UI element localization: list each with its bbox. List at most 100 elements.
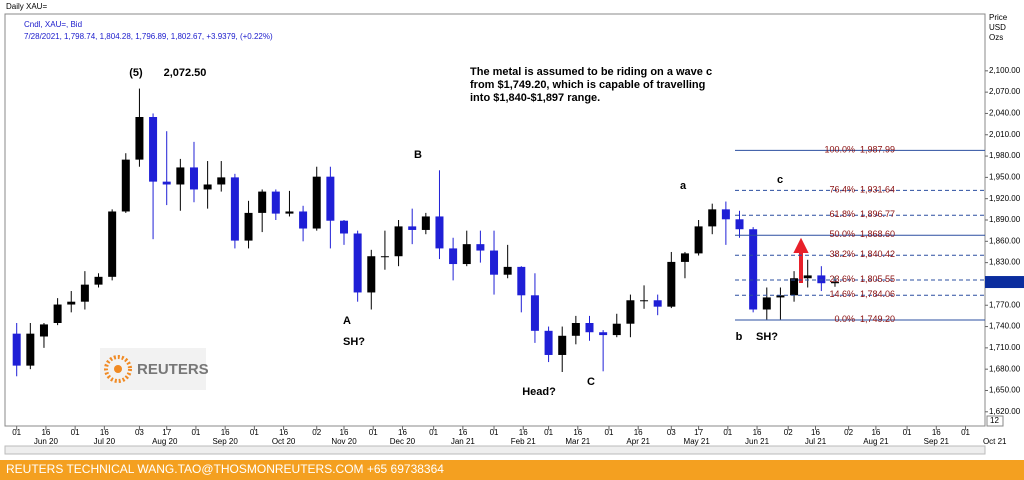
candle-body — [299, 211, 308, 229]
x-tick-label: 17 — [162, 428, 171, 437]
x-month-label: Apr 21 — [626, 437, 650, 446]
x-tick-label: 16 — [811, 428, 820, 437]
x-tick-label: 16 — [398, 428, 407, 437]
axis-page: 12 — [990, 416, 999, 425]
candle-body — [449, 248, 458, 265]
y-tick-label: 1,650.00 — [989, 386, 1021, 395]
y-tick-label: 1,830.00 — [989, 258, 1021, 267]
x-tick-label: 01 — [369, 428, 378, 437]
x-tick-label: 01 — [961, 428, 970, 437]
fib-level-label: 1,840.42 — [860, 249, 895, 259]
axis-title: Ozs — [989, 33, 1003, 42]
y-tick-label: 1,950.00 — [989, 172, 1021, 181]
candle-body — [476, 244, 485, 251]
candle-body — [39, 324, 48, 337]
candle-body — [12, 333, 21, 366]
fib-level-name: 23.6% — [829, 274, 855, 284]
annotation: (5) — [129, 67, 143, 79]
fib-level-name: 14.6% — [829, 289, 855, 299]
arrow — [793, 237, 809, 283]
candle-body — [380, 256, 389, 258]
x-month-label: Jan 21 — [451, 437, 476, 446]
candle-body — [271, 191, 280, 214]
fib-level-name: 100.0% — [824, 144, 855, 154]
fib-level-name: 0.0% — [834, 314, 855, 324]
annotation: SH? — [343, 336, 365, 348]
candle-body — [503, 266, 512, 275]
candle-body — [326, 176, 335, 221]
x-tick-label: 01 — [71, 428, 80, 437]
candle-body — [408, 226, 417, 230]
y-tick-label: 1,860.00 — [989, 236, 1021, 245]
x-tick-label: 16 — [221, 428, 230, 437]
x-month-label: Aug 21 — [863, 437, 889, 446]
candle-body — [108, 211, 117, 277]
fib-level-name: 50.0% — [829, 229, 855, 239]
annotation: A — [343, 315, 351, 327]
candle-body — [571, 323, 580, 336]
x-month-label: Feb 21 — [511, 437, 536, 446]
candle-body — [149, 117, 158, 182]
candle-body — [135, 117, 144, 160]
fib-level-name: 38.2% — [829, 249, 855, 259]
fib-level-label: 1,931.64 — [860, 184, 895, 194]
candle-body — [367, 256, 376, 293]
instrument: Cndl, XAU=, Bid — [24, 20, 82, 29]
x-tick-label: 02 — [784, 428, 793, 437]
page-title: Daily XAU= — [6, 2, 47, 11]
candle-body — [94, 276, 103, 285]
candle-body — [544, 330, 553, 355]
candle-body — [176, 167, 185, 185]
y-tick-label: 2,070.00 — [989, 87, 1021, 96]
candle-body — [708, 209, 717, 227]
x-tick-label: 16 — [279, 428, 288, 437]
candle-body — [790, 278, 799, 296]
candle-body — [80, 284, 89, 302]
fib-level-label: 1,896.77 — [860, 209, 895, 219]
candle-body — [585, 323, 594, 333]
y-tick-label: 1,920.00 — [989, 194, 1021, 203]
x-month-label: Mar 21 — [565, 437, 590, 446]
y-tick-label: 1,980.00 — [989, 151, 1021, 160]
annotation: SH? — [756, 331, 778, 343]
candle-body — [53, 304, 62, 323]
candle-body — [830, 282, 839, 284]
x-tick-label: 16 — [753, 428, 762, 437]
candle-body — [162, 181, 171, 185]
scrollbar[interactable] — [4, 445, 986, 455]
candle-body — [612, 323, 621, 336]
x-month-label: Nov 20 — [331, 437, 357, 446]
footer-bar — [0, 460, 1024, 480]
x-tick-label: 01 — [723, 428, 732, 437]
annotation: b — [736, 331, 743, 343]
candle-body — [244, 212, 253, 241]
x-tick-label: 02 — [312, 428, 321, 437]
axis-page-box[interactable] — [986, 415, 1004, 427]
y-tick-label: 1,620.00 — [989, 407, 1021, 416]
note: The metal is assumed to be riding on a w… — [470, 66, 712, 78]
y-tick-label: 1,890.00 — [989, 215, 1021, 224]
x-month-label: Jul 20 — [94, 437, 116, 446]
candle-body — [121, 159, 130, 212]
x-tick-label: 16 — [519, 428, 528, 437]
candle-body — [721, 209, 730, 220]
x-tick-label: 16 — [340, 428, 349, 437]
footer-text: REUTERS TECHNICAL WANG.TAO@THOSMONREUTER… — [6, 462, 444, 476]
candle-body — [67, 301, 76, 305]
y-tick-label: 2,100.00 — [989, 66, 1021, 75]
note: from $1,749.20, which is capable of trav… — [470, 79, 705, 91]
x-month-label: Sep 21 — [924, 437, 950, 446]
candle-body — [340, 220, 349, 234]
x-month-label: Oct 21 — [983, 437, 1007, 446]
candle-body — [490, 250, 499, 275]
annotation: a — [680, 180, 687, 192]
candle-body — [353, 233, 362, 293]
x-tick-label: 16 — [100, 428, 109, 437]
candle-body — [217, 177, 226, 185]
axis-title: USD — [989, 23, 1006, 32]
quote: 7/28/2021, 1,798.74, 1,804.28, 1,796.89,… — [24, 32, 273, 41]
x-tick-label: 16 — [41, 428, 50, 437]
x-tick-label: 01 — [490, 428, 499, 437]
